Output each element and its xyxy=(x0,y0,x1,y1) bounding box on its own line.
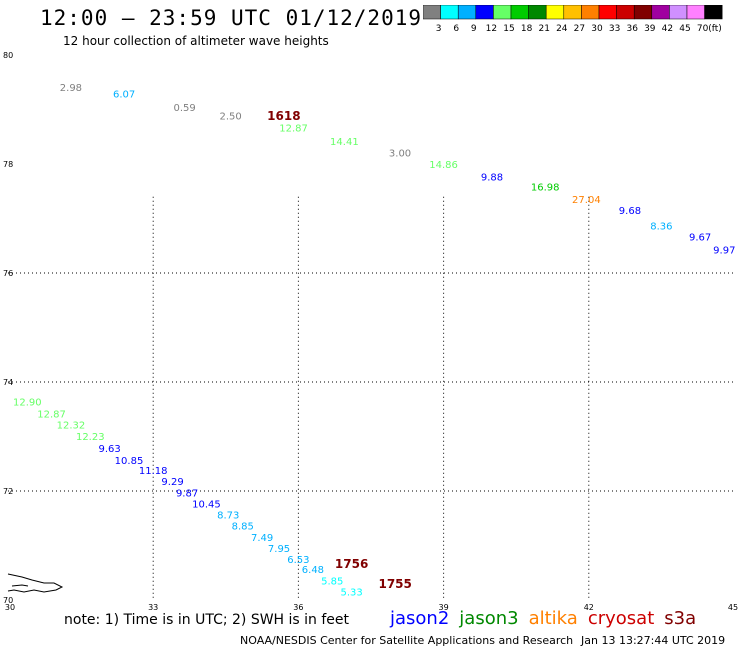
wave-height-value: 5.33 xyxy=(341,588,363,599)
wave-height-value: 3.00 xyxy=(389,148,411,159)
map-subtitle: 12 hour collection of altimeter wave hei… xyxy=(63,34,329,48)
wave-height-value: 7.49 xyxy=(251,533,273,544)
satellite-legend-item: altika xyxy=(528,608,578,629)
colorbar-label: 12 xyxy=(486,24,497,34)
pass-time-label: 1755 xyxy=(378,577,411,591)
wave-height-value: 7.95 xyxy=(268,544,290,555)
latitude-tick-label: 70 xyxy=(3,596,13,605)
latitude-tick-label: 76 xyxy=(3,269,13,278)
colorbar-swatch xyxy=(704,5,723,20)
wave-height-value: 2.50 xyxy=(220,111,242,122)
coastline xyxy=(7,573,64,593)
wave-height-value: 8.36 xyxy=(650,221,672,232)
map-title: 12:00 — 23:59 UTC 01/12/2019 xyxy=(40,6,423,30)
longitude-tick-label: 30 xyxy=(5,603,15,612)
colorbar-label: 18 xyxy=(521,24,533,34)
wave-height-value: 11.18 xyxy=(139,466,168,477)
units-note: note: 1) Time is in UTC; 2) SWH is in fe… xyxy=(64,612,350,628)
wave-height-value: 16.98 xyxy=(531,183,560,194)
latitude-tick-label: 78 xyxy=(3,160,13,169)
latitude-tick-label: 80 xyxy=(3,51,13,60)
wave-height-value: 12.90 xyxy=(13,397,42,408)
colorbar-label: 42 xyxy=(662,24,673,34)
colorbar-label: 15 xyxy=(503,24,514,34)
colorbar-label: 6 xyxy=(453,24,459,34)
wave-height-value: 8.85 xyxy=(232,522,254,533)
colorbar-label: 9 xyxy=(471,24,477,34)
wave-height-value: 14.86 xyxy=(429,160,458,171)
colorbar-label: 21 xyxy=(538,24,549,34)
colorbar-label: 39 xyxy=(644,24,656,34)
colorbar-label: 70 xyxy=(697,24,709,34)
colorbar-label: 36 xyxy=(626,24,638,34)
colorbar-label: 45 xyxy=(679,24,690,34)
wave-height-value: 6.48 xyxy=(302,565,324,576)
pass-time-label: 1756 xyxy=(335,557,368,571)
wave-height-value: 0.59 xyxy=(174,103,196,114)
longitude-tick-label: 42 xyxy=(584,603,594,612)
wave-height-value: 6.53 xyxy=(287,555,309,566)
longitude-tick-label: 36 xyxy=(293,603,303,612)
colorbar-label: 3 xyxy=(436,24,442,34)
wave-height-value: 12.23 xyxy=(76,432,105,443)
wave-height-value: 9.88 xyxy=(481,172,503,183)
wave-height-value: 6.07 xyxy=(113,90,135,101)
pass-time-label: 1618 xyxy=(267,109,300,123)
satellite-legend: jason2 jason3 altika cryosat s3a xyxy=(390,608,706,629)
colorbar-unit: (ft) xyxy=(708,24,722,34)
wave-height-value: 8.73 xyxy=(217,510,239,521)
wave-height-value: 9.97 xyxy=(713,245,735,256)
satellite-legend-item: jason3 xyxy=(459,608,519,629)
wave-height-value: 9.87 xyxy=(176,488,198,499)
longitude-tick-label: 45 xyxy=(728,603,738,612)
latitude-tick-label: 72 xyxy=(3,487,13,496)
satellite-legend-item: jason2 xyxy=(390,608,450,629)
longitude-tick-label: 39 xyxy=(439,603,449,612)
wave-height-value: 12.87 xyxy=(37,409,66,420)
latitude-tick-label: 74 xyxy=(3,378,13,387)
wave-height-value: 9.68 xyxy=(619,206,641,217)
wave-height-value: 10.85 xyxy=(115,456,144,467)
wave-height-value: 5.85 xyxy=(321,577,343,588)
map-grid xyxy=(8,196,734,600)
wave-height-colorbar: 3 6 9 12 15 18 21 24 27 30 33 36 39 42 45 70 (ft) xyxy=(423,5,723,34)
colorbar-label: 24 xyxy=(556,24,568,34)
footer-timestamp: Jan 13 13:27:44 UTC 2019 xyxy=(581,634,726,647)
colorbar-label: 33 xyxy=(609,24,620,34)
wave-height-value: 9.67 xyxy=(689,232,711,243)
wave-height-value: 2.98 xyxy=(60,83,82,94)
satellite-legend-item: s3a xyxy=(664,608,697,629)
wave-height-value: 12.87 xyxy=(279,123,308,134)
wave-height-value: 9.29 xyxy=(161,477,183,488)
satellite-legend-item: cryosat xyxy=(587,608,655,629)
wave-height-value: 9.63 xyxy=(99,444,121,455)
longitude-tick-label: 33 xyxy=(148,603,158,612)
colorbar-label: 27 xyxy=(574,24,585,34)
wave-height-value: 12.32 xyxy=(57,420,86,431)
colorbar-label: 30 xyxy=(591,24,603,34)
wave-height-value: 10.45 xyxy=(192,499,221,510)
wave-height-value: 14.41 xyxy=(330,137,359,148)
footer-credit: NOAA/NESDIS Center for Satellite Applica… xyxy=(240,634,574,647)
wave-height-value: 27.04 xyxy=(572,195,601,206)
